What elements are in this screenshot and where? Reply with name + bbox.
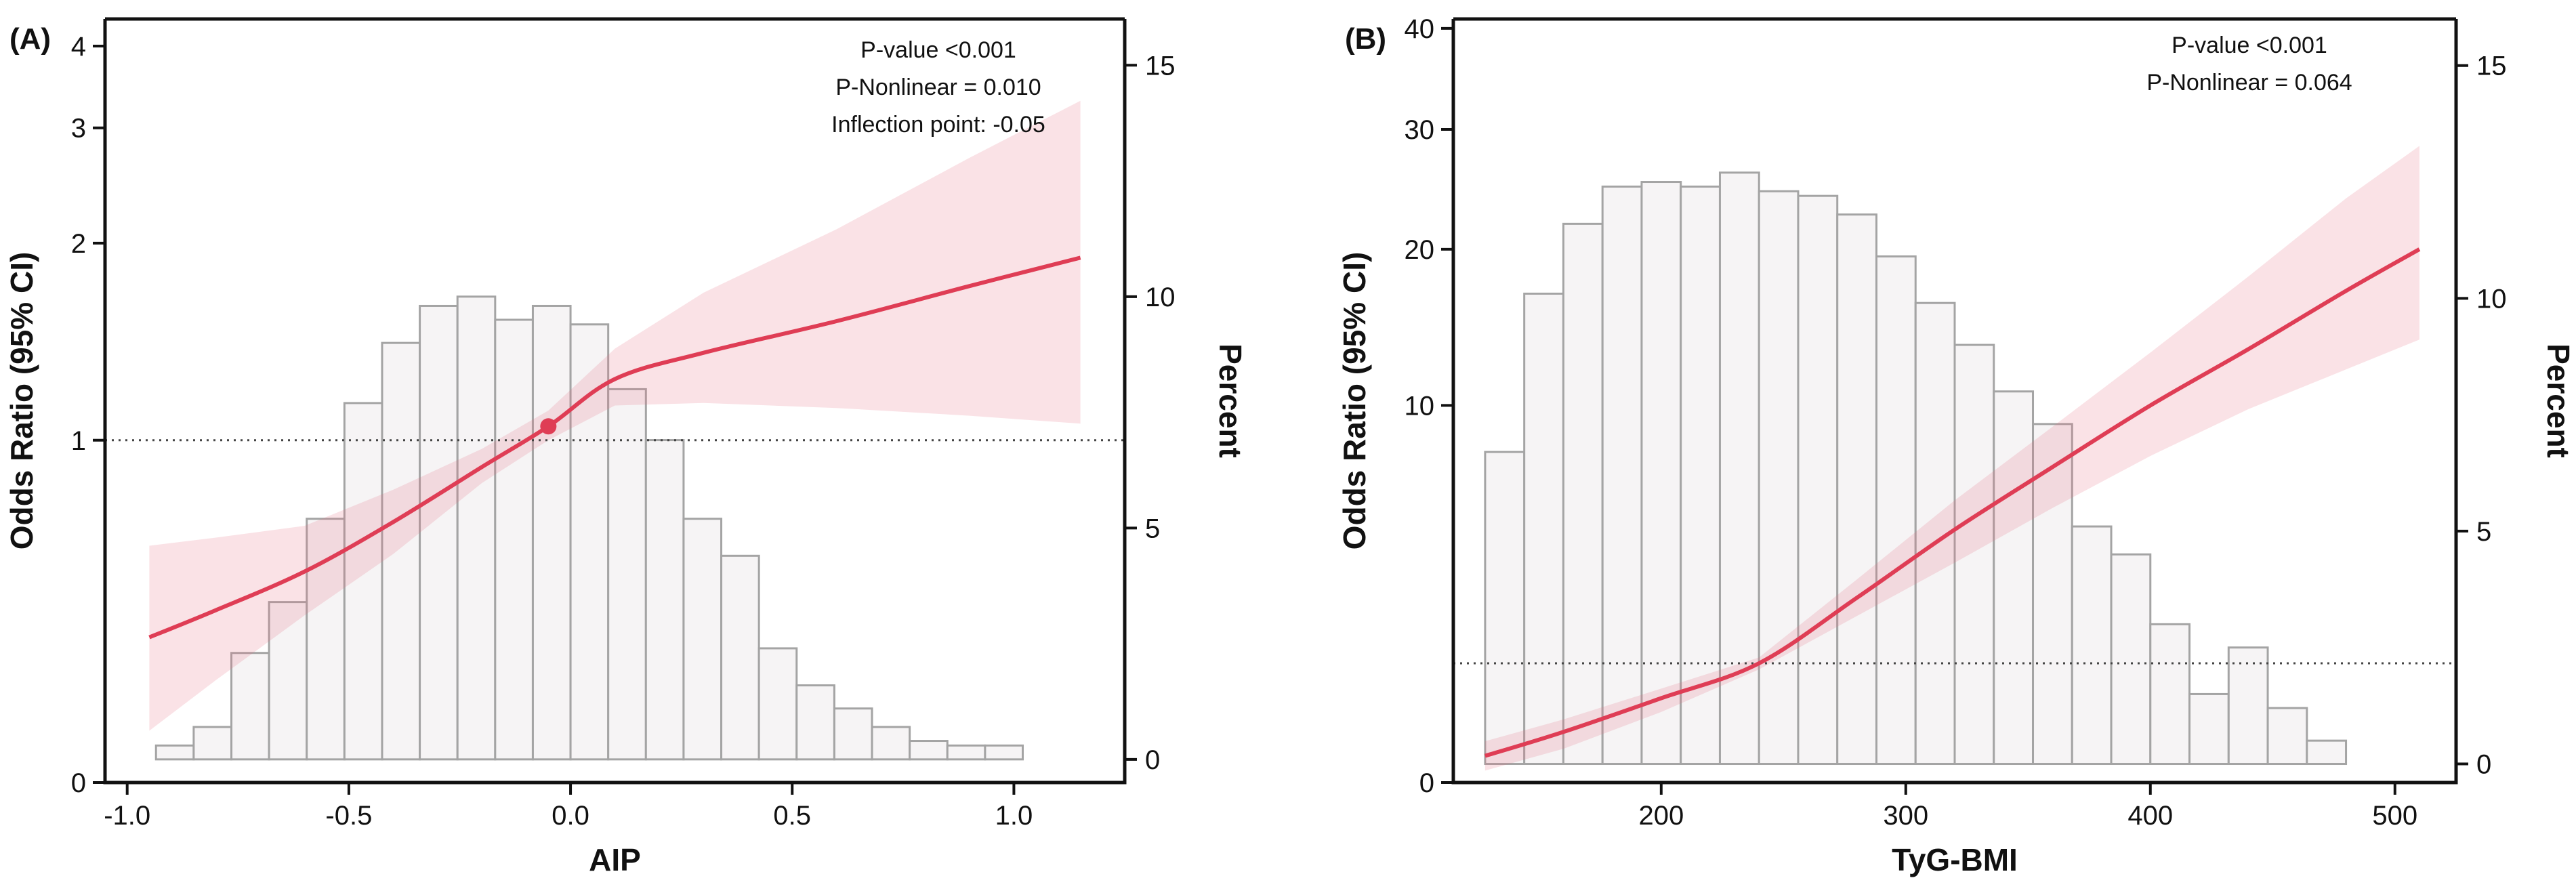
histogram-bar xyxy=(268,601,308,761)
x-tick-label: -1.0 xyxy=(104,801,150,831)
histogram-bar xyxy=(2149,623,2191,766)
stat-annotation: P-value <0.001 xyxy=(2172,33,2327,58)
y2-axis-label: Percent xyxy=(2541,344,2576,458)
y2-tick-label: 10 xyxy=(1145,283,1176,312)
y-tick-label: 0 xyxy=(1419,768,1434,798)
inflection-point xyxy=(540,418,557,435)
histogram-bar xyxy=(2306,739,2348,766)
y-tick-label: 1 xyxy=(71,426,86,456)
panel-a: -1.0 -0.5 0.0 0.5 1.0 0 1 2 3 4 0 5 10 15 AIP Odds Rati… xyxy=(4,17,1248,877)
x-tick-label: -0.5 xyxy=(325,801,372,831)
histogram-bar xyxy=(1836,213,1877,766)
y2-tick-label: 5 xyxy=(1145,514,1160,543)
histogram-bar xyxy=(2188,692,2230,766)
histogram-bar xyxy=(682,518,723,761)
histogram-bar xyxy=(230,652,270,761)
histogram-bar xyxy=(192,726,232,761)
histogram-bar xyxy=(1758,190,1800,766)
histogram-bar xyxy=(1953,344,1995,766)
histogram-bar xyxy=(795,684,835,761)
histogram-bar xyxy=(456,295,497,761)
histogram-bar xyxy=(531,304,572,761)
y2-tick-label: 15 xyxy=(2476,51,2507,81)
histogram-bar xyxy=(984,744,1024,761)
y-tick-label: 4 xyxy=(71,32,86,62)
histogram-bar xyxy=(1562,222,1604,766)
y-tick-label: 2 xyxy=(71,229,86,259)
y2-axis-label: Percent xyxy=(1213,344,1248,458)
x-axis-label: AIP xyxy=(589,842,641,877)
stat-annotation: Inflection point: -0.05 xyxy=(831,112,1045,138)
histogram-bar xyxy=(833,707,873,761)
y-tick-label: 40 xyxy=(1405,14,1435,44)
histogram-bar xyxy=(1875,255,1917,766)
y2-tick-label: 15 xyxy=(1145,51,1176,81)
histogram-bar xyxy=(2227,646,2269,766)
y-tick-label: 10 xyxy=(1405,391,1435,421)
histogram-bar xyxy=(1640,181,1682,766)
histogram-bar xyxy=(306,518,346,761)
histogram-bar xyxy=(909,740,949,761)
histogram-bar xyxy=(419,304,459,761)
y2-tick-label: 10 xyxy=(2476,284,2507,314)
histogram-bar xyxy=(946,744,986,761)
odds-ratio-curve xyxy=(148,255,1081,640)
x-axis-label: TyG-BMI xyxy=(1892,842,2018,877)
x-tick-label: 200 xyxy=(1638,801,1684,831)
stat-annotation: P-Nonlinear = 0.064 xyxy=(2146,70,2352,96)
y-tick-label: 30 xyxy=(1405,115,1435,145)
axes-frame xyxy=(103,19,1127,785)
histogram-bar xyxy=(343,402,383,761)
histogram xyxy=(154,295,1024,761)
y-tick-label: 20 xyxy=(1405,235,1435,265)
y-tick-label: 0 xyxy=(71,768,86,798)
histogram-bar xyxy=(494,318,534,761)
histogram-bar xyxy=(1797,194,1839,766)
x-tick-label: 0.0 xyxy=(552,801,589,831)
histogram-bar xyxy=(720,554,760,761)
y-axis-label: Odds Ratio (95% CI) xyxy=(1337,252,1372,550)
histogram-bar xyxy=(1680,185,1721,766)
histogram-bar xyxy=(644,439,685,761)
y2-tick-label: 0 xyxy=(2476,750,2491,780)
histogram-bar xyxy=(757,647,798,761)
x-tick-label: 300 xyxy=(1883,801,1928,831)
histogram-bar xyxy=(2110,553,2152,766)
odds-ratio-curve xyxy=(1484,247,2421,758)
panel-label: (A) xyxy=(9,22,51,56)
confidence-band xyxy=(149,100,1081,731)
histogram-bar xyxy=(1484,451,1526,766)
histogram-bar xyxy=(2032,423,2073,766)
y-axis-label: Odds Ratio (95% CI) xyxy=(4,252,39,550)
x-tick-label: 0.5 xyxy=(773,801,811,831)
stat-annotation: P-Nonlinear = 0.010 xyxy=(835,75,1041,100)
x-tick-label: 500 xyxy=(2372,801,2417,831)
y2-tick-label: 5 xyxy=(2476,517,2491,547)
histogram-bar xyxy=(2071,525,2113,766)
y-tick-label: 3 xyxy=(71,114,86,144)
histogram-bar xyxy=(871,726,911,761)
x-tick-label: 400 xyxy=(2127,801,2173,831)
x-tick-label: 1.0 xyxy=(995,801,1033,831)
stat-annotation: P-value <0.001 xyxy=(860,37,1016,63)
histogram-bar xyxy=(2266,707,2308,766)
axes-frame xyxy=(1451,19,2458,785)
histogram-bar xyxy=(607,388,647,761)
histogram-bar xyxy=(381,341,421,761)
panel-label: (B) xyxy=(1345,22,1386,56)
histogram xyxy=(1484,171,2348,766)
y2-tick-label: 0 xyxy=(1145,745,1160,775)
histogram-bar xyxy=(154,744,195,761)
histogram-bar xyxy=(1523,292,1564,766)
histogram-bar xyxy=(1601,185,1643,766)
